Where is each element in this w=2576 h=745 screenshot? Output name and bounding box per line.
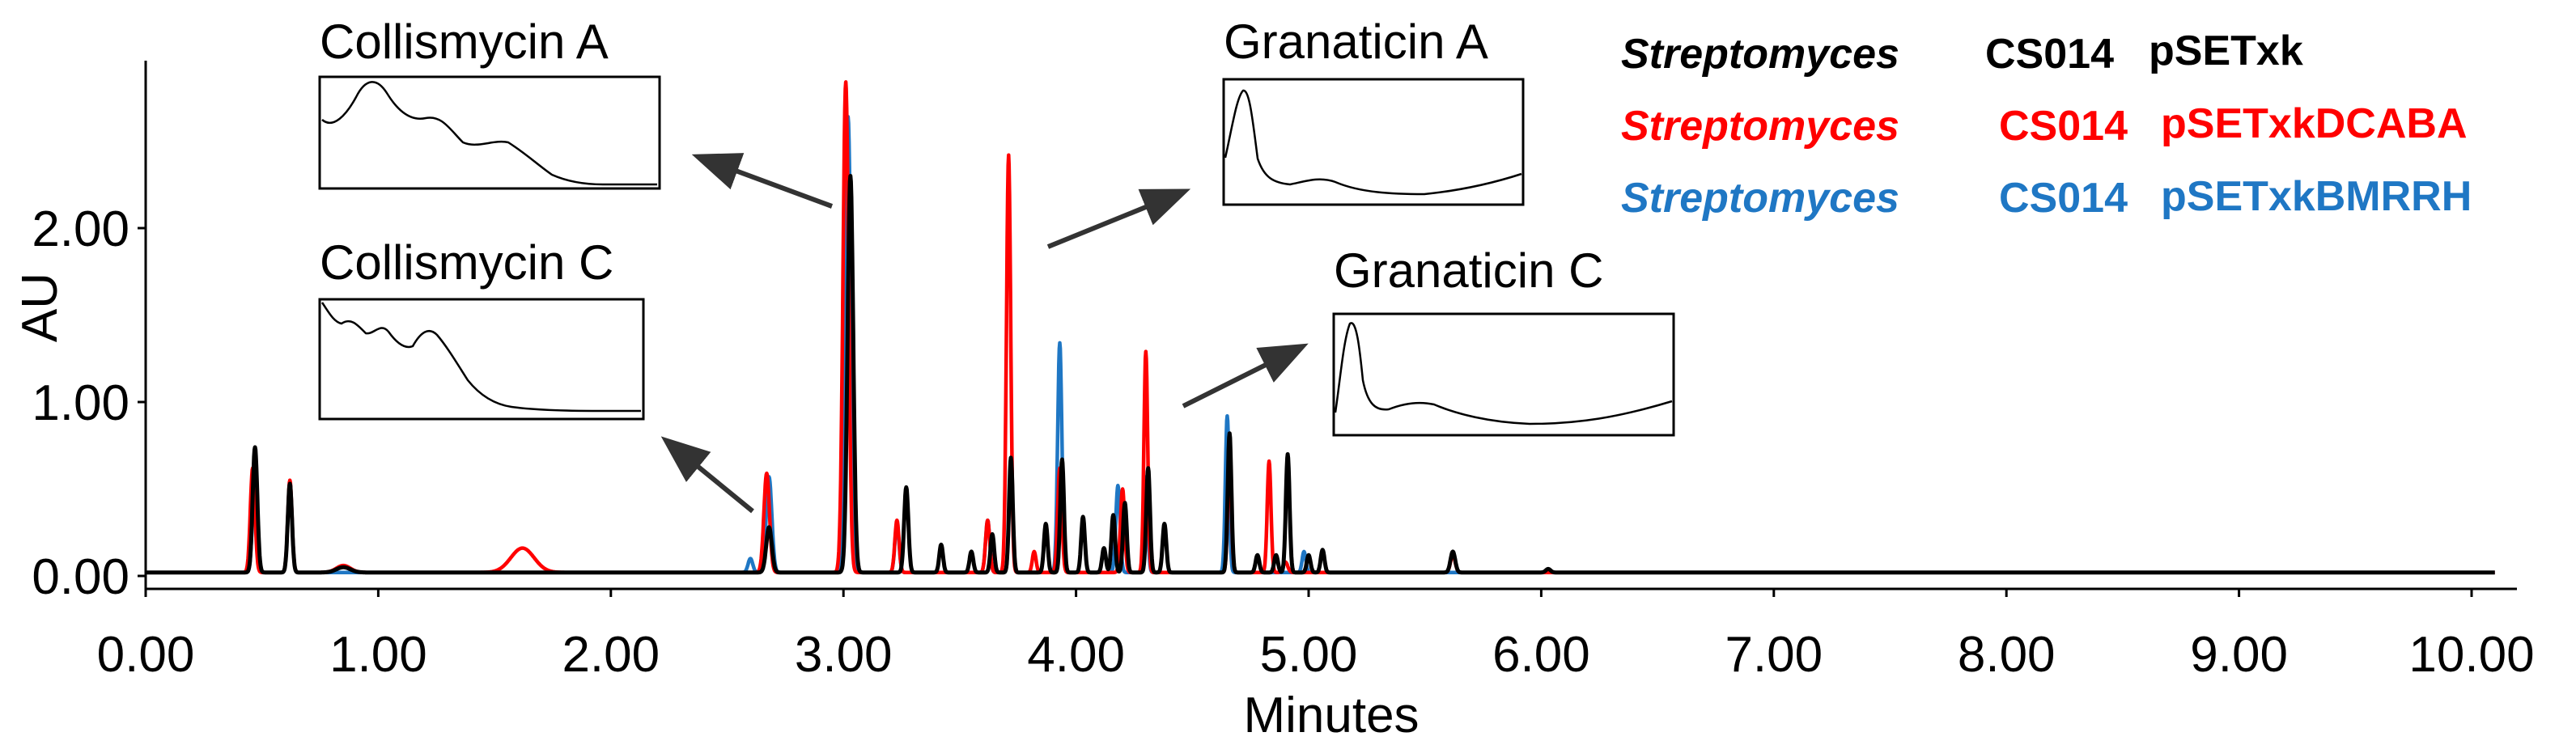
legend-strain-1: CS014	[1999, 103, 2128, 150]
x-tick-label: 8.00	[1958, 627, 2056, 683]
x-tick-label: 7.00	[1725, 627, 1823, 683]
inset-box-granaticin-a	[1222, 78, 1525, 206]
legend-entry-pSETxkBMRRH: Streptomyces CS014 pSETxkBMRRH	[1621, 173, 2472, 222]
inset-granaticin-a: Granaticin A	[1222, 15, 1525, 206]
series-layer	[144, 80, 2497, 575]
y-tick-label: 2.00	[32, 201, 129, 257]
x-tick-label: 3.00	[795, 627, 893, 683]
inset-box-collismycin-a	[318, 75, 661, 190]
inset-title-collismycin-a: Collismycin A	[320, 15, 609, 69]
x-tick-label: 6.00	[1492, 627, 1590, 683]
inset-title-granaticin-a: Granaticin A	[1224, 15, 1488, 69]
x-tick-label: 1.00	[329, 627, 427, 683]
legend-plasmid-1: pSETxkDCABA	[2161, 100, 2468, 147]
x-tick-label: 9.00	[2190, 627, 2288, 683]
y-tick-label: 0.00	[32, 549, 129, 605]
x-tick-label: 2.00	[562, 627, 660, 683]
legend-plasmid-0: pSETxk	[2149, 28, 2303, 74]
uv-spectrum-collismycin-a	[321, 81, 657, 186]
inset-collismycin-c: Collismycin C	[318, 235, 645, 421]
arrow-granaticin-a	[1046, 188, 1191, 249]
inset-collismycin-a: Collismycin A	[318, 15, 661, 190]
legend-entry-pSETxk: Streptomyces CS014 pSETxk	[1621, 28, 2303, 78]
y-tick-label: 1.00	[32, 375, 129, 431]
inset-title-collismycin-c: Collismycin C	[320, 235, 613, 290]
legend-genus-2: Streptomyces	[1621, 175, 1899, 222]
x-tick-label: 10.00	[2408, 627, 2534, 683]
inset-granaticin-c: Granaticin C	[1332, 243, 1675, 437]
x-tick-label: 5.00	[1260, 627, 1358, 683]
x-axis-title: Minutes	[1243, 688, 1419, 743]
uv-spectrum-granaticin-c	[1334, 322, 1673, 425]
inset-box-granaticin-c	[1332, 312, 1675, 437]
legend-genus-0: Streptomyces	[1621, 31, 1899, 78]
uv-spectrum-granaticin-a	[1224, 89, 1522, 196]
x-tick-label: 0.00	[97, 627, 195, 683]
legend-plasmid-2: pSETxkBMRRH	[2161, 173, 2472, 220]
x-tick-label: 4.00	[1027, 627, 1125, 683]
inset-title-granaticin-c: Granaticin C	[1334, 243, 1603, 298]
arrow-granaticin-c	[1182, 343, 1309, 408]
legend-strain-2: CS014	[1999, 175, 2128, 222]
uv-spectrum-collismycin-c	[320, 302, 641, 413]
legend-entry-pSETxkDCABA: Streptomyces CS014 pSETxkDCABA	[1621, 100, 2468, 150]
arrow-collismycin-a	[691, 153, 834, 209]
y-axis-title: AU	[12, 273, 68, 342]
legend-genus-1: Streptomyces	[1621, 103, 1899, 150]
arrow-collismycin-c	[660, 436, 754, 514]
inset-box-collismycin-c	[318, 298, 645, 421]
legend: Streptomyces CS014 pSETxk Streptomyces C…	[1621, 28, 2472, 222]
legend-strain-0: CS014	[1985, 31, 2114, 78]
series-line-pSETxk	[144, 174, 2497, 575]
y-ticks: 0.00 1.00 2.00	[32, 201, 146, 605]
x-ticks: 0.00 1.00 2.00 3.00 4.00 5.00 6.00 7.00 8.00 9.00…	[97, 589, 2535, 683]
